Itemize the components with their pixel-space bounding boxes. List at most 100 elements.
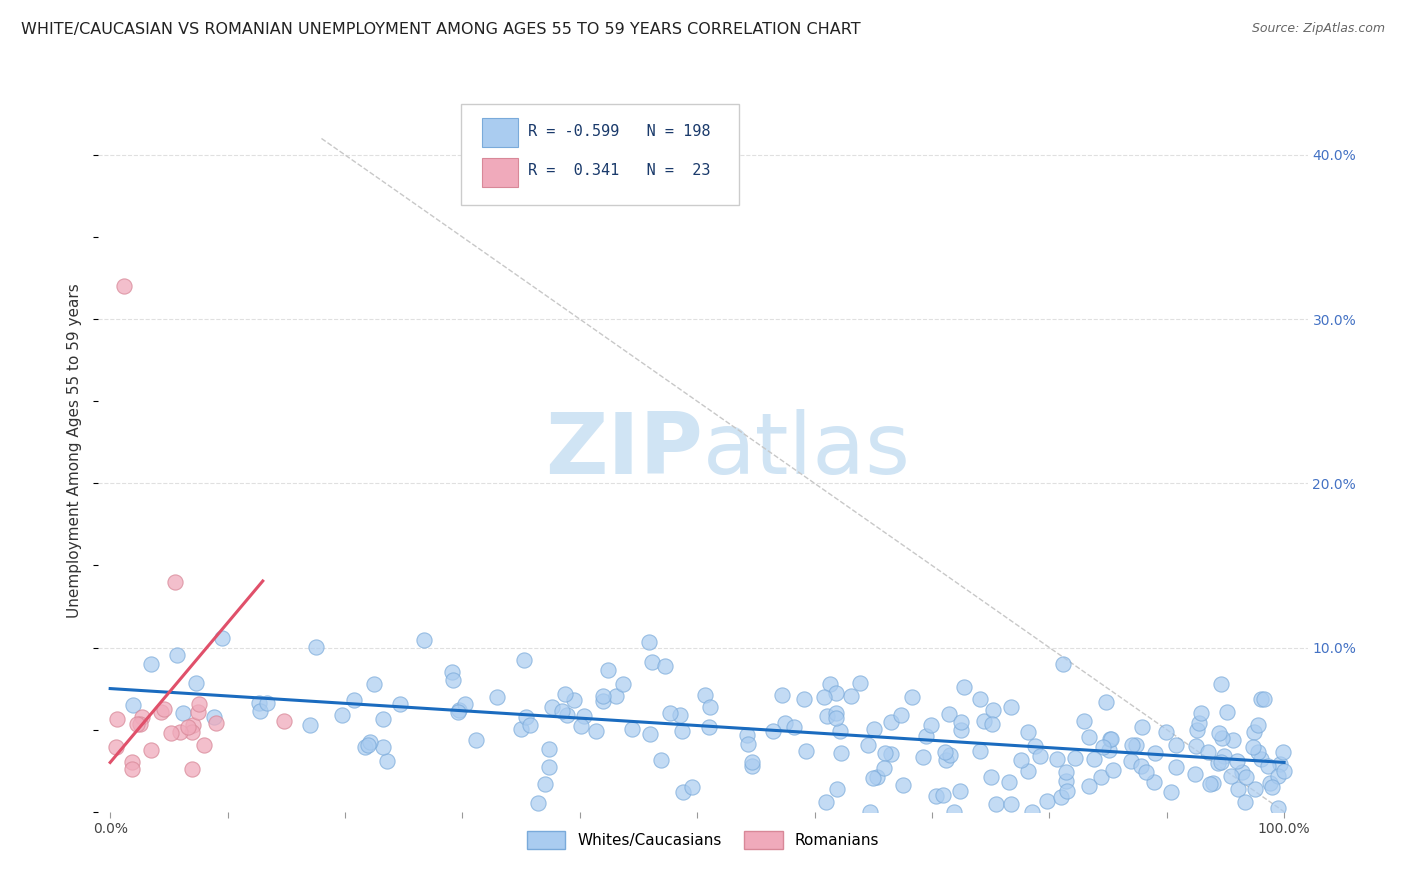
Point (181, 724, 204, 739)
Point (149, 705, 172, 719)
Point (359, 735, 381, 749)
Point (373, 712, 395, 726)
Point (980, 770, 1002, 784)
Point (112, 279, 135, 293)
Point (699, 699, 721, 714)
Point (1199, 777, 1222, 791)
Point (388, 697, 411, 711)
Point (193, 738, 215, 752)
Point (793, 692, 815, 706)
Point (1054, 773, 1077, 788)
Point (824, 686, 846, 700)
Point (163, 574, 186, 589)
Point (139, 743, 162, 757)
Point (186, 676, 208, 690)
Point (1000, 699, 1022, 714)
FancyBboxPatch shape (482, 158, 517, 186)
Point (969, 691, 991, 706)
Point (515, 709, 537, 723)
Point (669, 707, 692, 722)
Point (1143, 775, 1166, 789)
Point (1253, 692, 1275, 706)
Point (830, 724, 852, 739)
Point (1185, 723, 1208, 737)
Point (571, 719, 593, 733)
Point (1226, 754, 1249, 768)
Point (598, 663, 620, 677)
Point (875, 746, 897, 760)
Point (1049, 789, 1071, 804)
Point (770, 688, 793, 702)
Point (681, 780, 703, 794)
Point (1099, 731, 1122, 746)
Point (486, 690, 509, 705)
Point (1125, 738, 1147, 752)
Point (159, 725, 181, 739)
Point (537, 742, 560, 756)
Point (794, 744, 817, 758)
Point (572, 709, 595, 723)
Point (969, 744, 991, 758)
Point (1056, 784, 1078, 798)
Point (354, 740, 377, 755)
Point (925, 789, 948, 804)
Point (1261, 780, 1284, 795)
Point (911, 749, 934, 764)
Point (1083, 752, 1105, 766)
Point (943, 805, 966, 819)
Point (105, 740, 128, 755)
Point (363, 676, 385, 690)
Point (638, 727, 661, 741)
Point (638, 635, 661, 649)
Point (1250, 692, 1272, 706)
Point (153, 702, 176, 716)
Point (818, 677, 841, 691)
FancyBboxPatch shape (461, 103, 740, 205)
Point (983, 703, 1005, 717)
Point (872, 760, 894, 774)
Point (509, 722, 531, 736)
Point (1247, 718, 1270, 732)
Point (825, 782, 848, 797)
Point (1046, 752, 1069, 766)
Point (824, 706, 846, 721)
Point (247, 696, 270, 710)
Point (949, 723, 972, 737)
Point (1052, 657, 1074, 671)
Point (697, 720, 720, 734)
Point (1212, 749, 1234, 764)
Point (371, 739, 394, 754)
Point (1257, 758, 1279, 772)
Point (1222, 733, 1244, 747)
Point (1119, 755, 1142, 769)
Point (741, 755, 763, 769)
Text: Source: ZipAtlas.com: Source: ZipAtlas.com (1251, 22, 1385, 36)
Point (527, 796, 550, 810)
Point (762, 724, 785, 739)
Point (735, 728, 758, 742)
Point (891, 778, 914, 792)
Point (813, 690, 835, 705)
Point (986, 797, 1008, 811)
Point (849, 676, 872, 690)
Point (551, 704, 574, 718)
Point (172, 706, 194, 720)
Point (1220, 769, 1243, 783)
Point (658, 706, 681, 720)
Point (169, 725, 191, 739)
Point (693, 688, 716, 702)
Point (585, 723, 607, 738)
Point (950, 714, 973, 729)
Point (1208, 726, 1230, 740)
Point (1018, 724, 1040, 739)
Point (205, 716, 228, 731)
Point (447, 705, 470, 719)
Point (1184, 767, 1206, 781)
Point (180, 762, 202, 776)
Point (1024, 739, 1046, 753)
Point (641, 655, 664, 669)
Point (557, 708, 579, 723)
Point (880, 747, 903, 761)
Point (1211, 677, 1233, 691)
Point (1054, 764, 1077, 779)
